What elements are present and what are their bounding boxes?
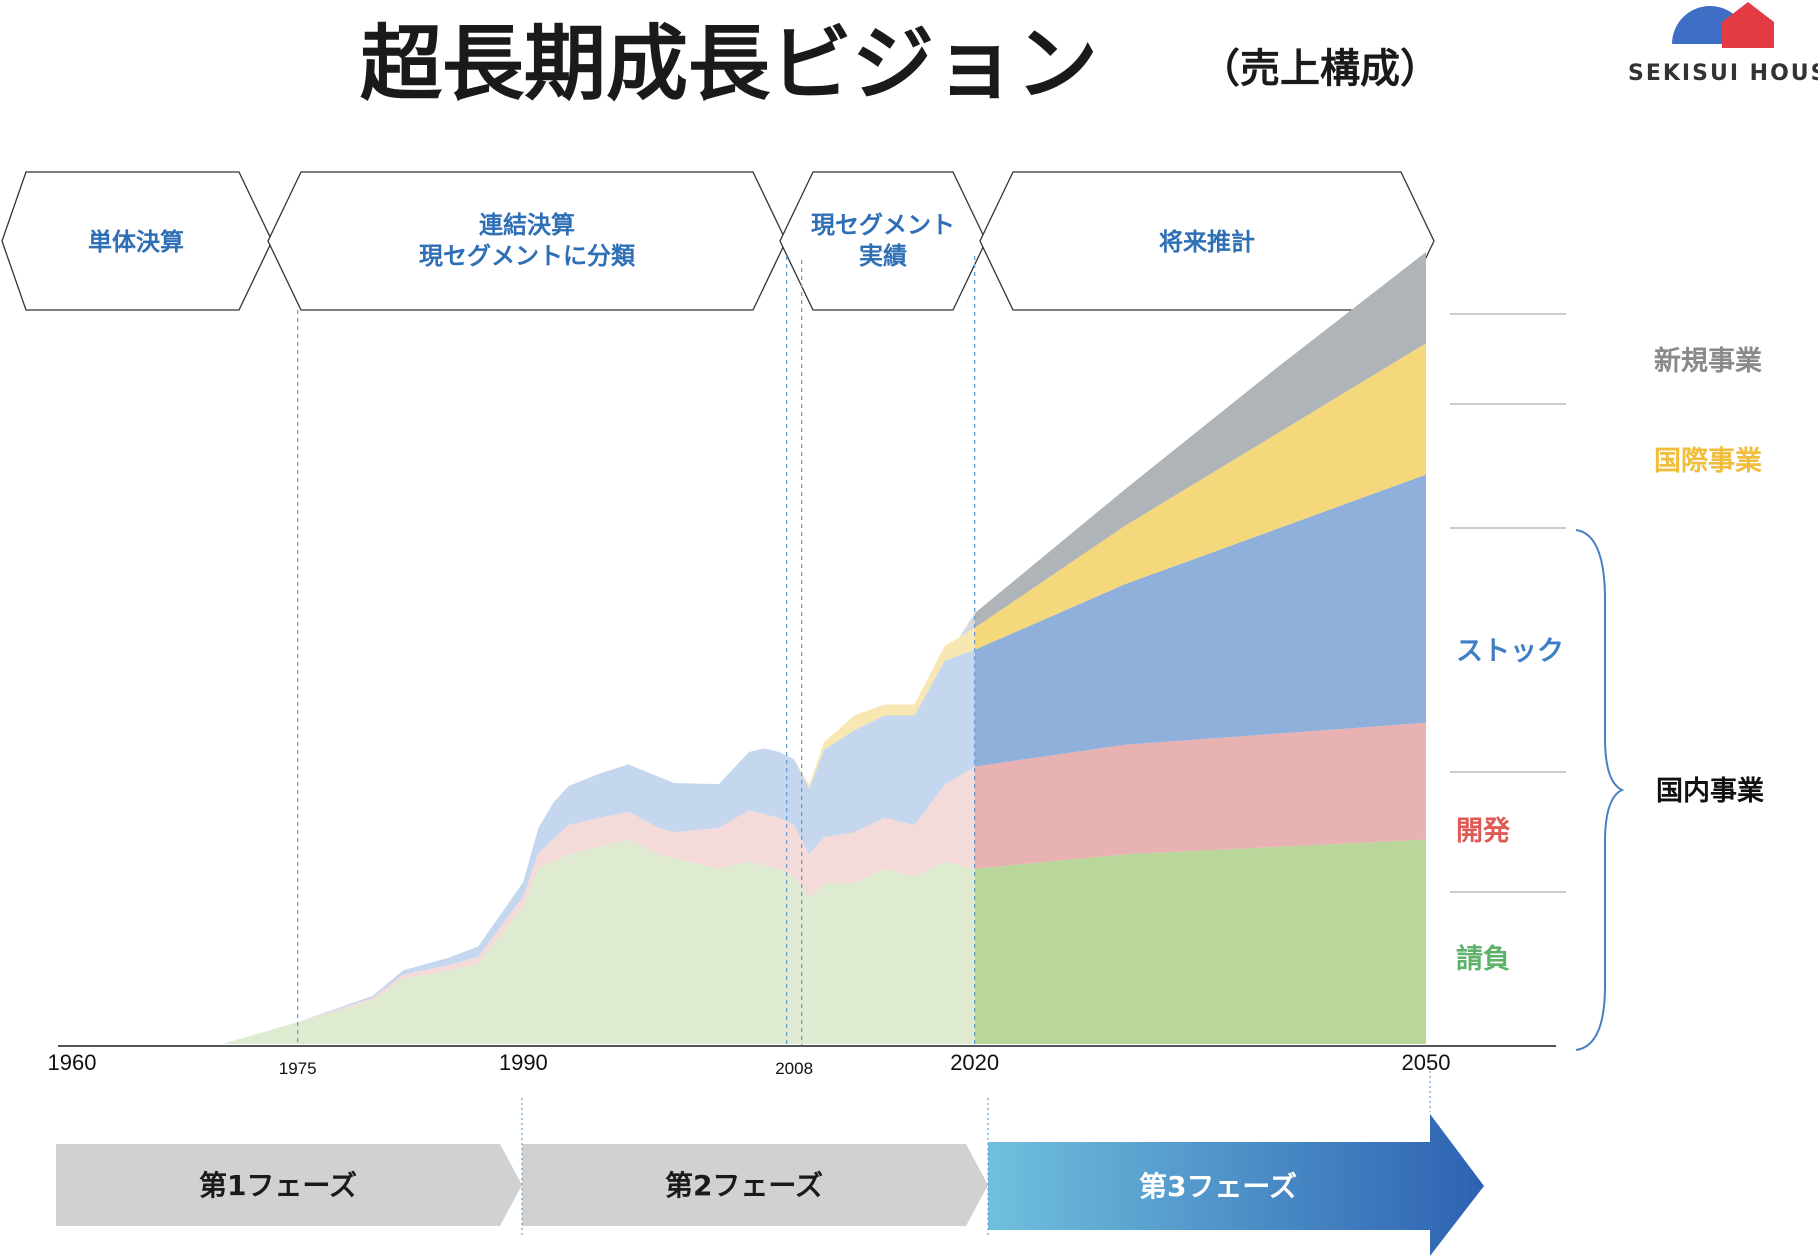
logo-text: SEKISUI HOUSE — [1628, 61, 1818, 86]
area-series-group — [72, 252, 1426, 1044]
area-future-series-0 — [974, 839, 1426, 1044]
x-tick-label-2008: 2008 — [775, 1059, 813, 1078]
legend-domestic-label-1: 開発 — [1456, 816, 1511, 847]
phase-label-3: 第3フェーズ — [1139, 1170, 1297, 1203]
area-past-series-1 — [72, 766, 975, 1044]
page-subtitle: （売上構成） — [1200, 46, 1440, 92]
era-box-2 — [779, 171, 987, 311]
era-label-3-0: 将来推計 — [1159, 228, 1255, 256]
page-title: 超長期成長ビジョン — [360, 17, 1098, 112]
area-past-series-0 — [72, 839, 975, 1044]
area-future-series-3 — [974, 343, 1426, 650]
area-future-series-1 — [974, 722, 1426, 869]
legend-domestic-group-label: 国内事業 — [1656, 776, 1764, 807]
phase-arrows: 第1フェーズ 第2フェーズ 第3フェーズ — [56, 1066, 1484, 1256]
x-tick-label-1990: 1990 — [499, 1050, 548, 1075]
era-box-1 — [267, 171, 787, 311]
legend-domestic-label-0: ストック — [1456, 636, 1564, 667]
legend-domestic-label-2: 請負 — [1456, 943, 1510, 975]
phase-label-1: 第1フェーズ — [199, 1169, 357, 1202]
x-tick-label-1960: 1960 — [48, 1050, 97, 1075]
x-tick-label-2050: 2050 — [1402, 1050, 1451, 1075]
x-tick-label-2020: 2020 — [950, 1050, 999, 1075]
x-tick-label-1975: 1975 — [279, 1059, 317, 1078]
legend-label-0: 新規事業 — [1654, 345, 1762, 377]
era-label-2-0: 現セグメント — [811, 211, 955, 239]
phase-arrow-2 — [522, 1144, 988, 1226]
logo-red-house-icon — [1722, 2, 1774, 48]
area-future-series-4 — [974, 252, 1426, 628]
era-label-2-1: 実績 — [859, 242, 907, 270]
area-future-series-2 — [974, 474, 1426, 767]
domestic-brace-icon — [1575, 529, 1625, 1051]
stacked-area-chart: 1960 1975 1990 2008 2020 2050 — [48, 252, 1556, 1078]
sekisui-house-logo: SEKISUI HOUSE — [1628, 2, 1818, 86]
phase-arrow-3 — [988, 1114, 1484, 1256]
era-label-0-0: 単体決算 — [88, 228, 184, 256]
era-box-0 — [1, 171, 273, 311]
era-label-1-0: 連結決算 — [479, 211, 575, 239]
phase-label-2: 第2フェーズ — [665, 1169, 823, 1202]
phase-arrow-1 — [56, 1144, 522, 1226]
era-label-1-1: 現セグメントに分類 — [419, 242, 636, 270]
legend-label-1: 国際事業 — [1654, 446, 1762, 477]
era-divider-lines — [297, 256, 976, 1046]
x-axis-tick-labels: 1960 1975 1990 2008 2020 2050 — [48, 1050, 1451, 1078]
